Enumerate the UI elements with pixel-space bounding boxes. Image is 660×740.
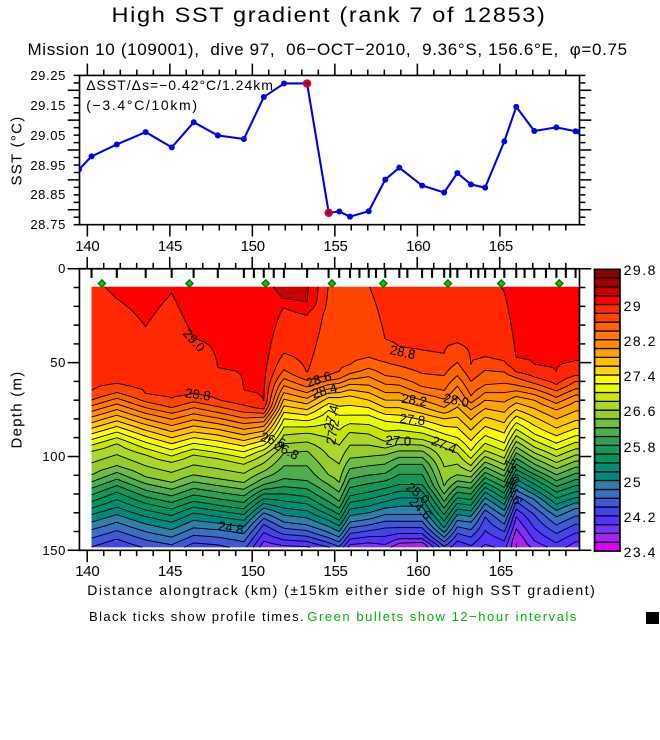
svg-text:28.8: 28.8: [389, 342, 417, 362]
svg-text:26.6: 26.6: [259, 429, 288, 451]
svg-text:28.8: 28.8: [184, 385, 212, 403]
svg-text:28.4: 28.4: [310, 380, 339, 401]
svg-text:24.8: 24.8: [217, 518, 245, 537]
svg-text:27.8: 27.8: [399, 411, 426, 429]
svg-text:25.0: 25.0: [502, 457, 523, 486]
svg-text:27.2: 27.2: [323, 418, 342, 446]
svg-text:27.0: 27.0: [385, 433, 411, 449]
svg-text:27.4: 27.4: [321, 403, 342, 432]
svg-text:28.2: 28.2: [400, 391, 428, 409]
svg-text:28.0: 28.0: [442, 390, 470, 410]
svg-text:28.6: 28.6: [304, 368, 333, 390]
